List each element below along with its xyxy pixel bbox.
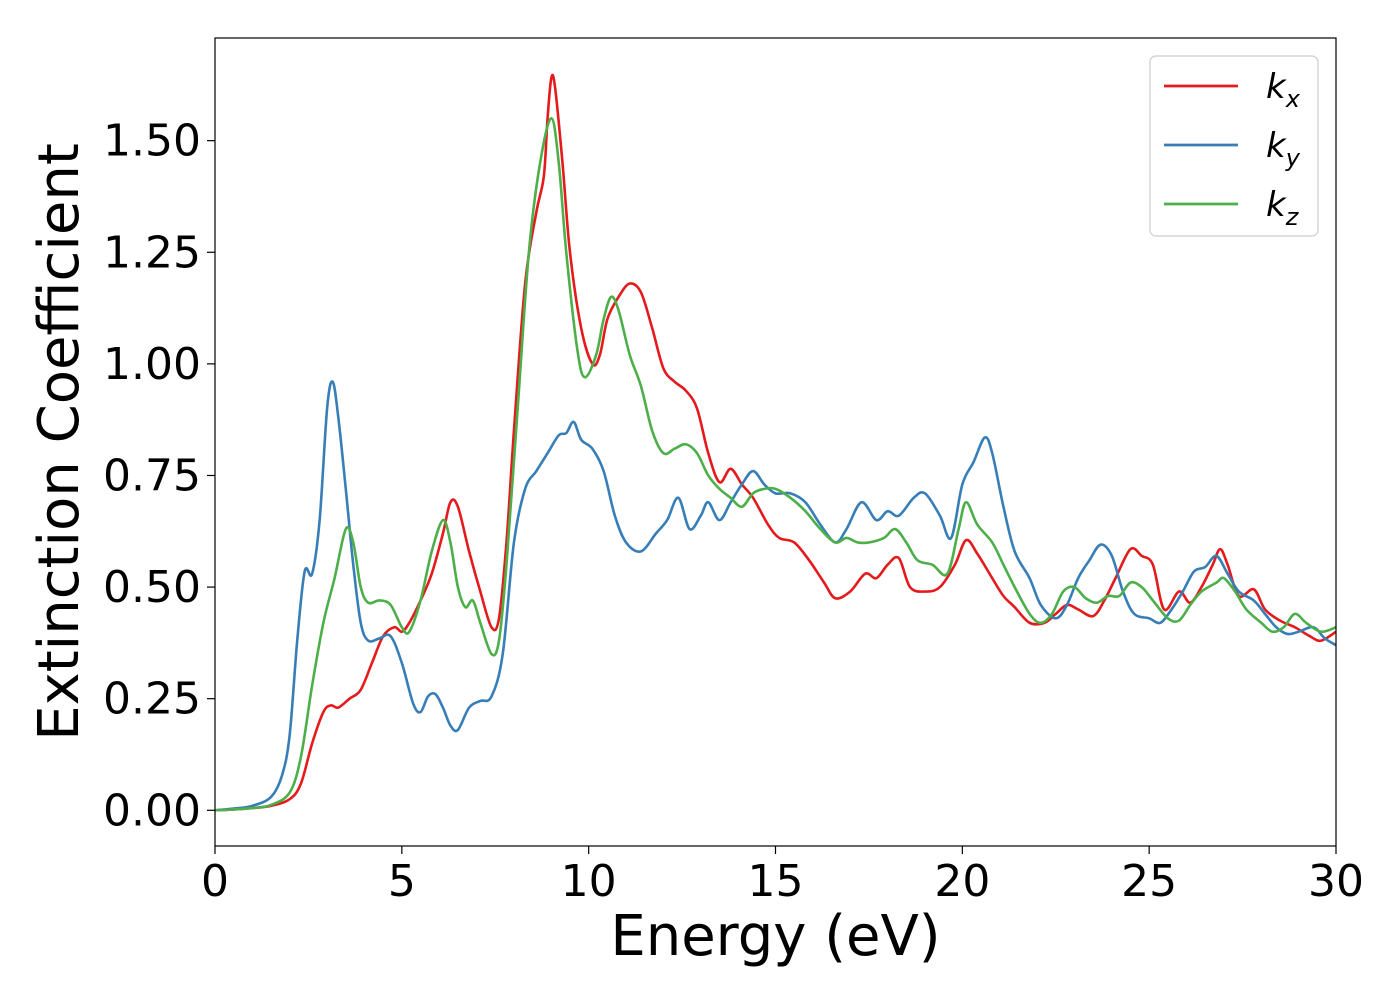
y-axis-ticks: 0.00 0.25 0.50 0.75 1.00 1.25 1.50 (103, 116, 215, 836)
x-tick-label: 0 (201, 856, 229, 907)
series-line-x (215, 73, 1336, 812)
x-tick-label: 10 (561, 856, 617, 907)
x-tick-label: 5 (388, 856, 416, 907)
y-tick-label: 0.25 (103, 674, 201, 725)
plot-lines (215, 73, 1336, 812)
series-line-y (215, 380, 1336, 812)
y-axis-label: Extinction Coefficient (27, 143, 92, 741)
x-tick-label: 20 (934, 856, 990, 907)
y-tick-label: 1.50 (103, 116, 201, 167)
x-tick-label: 25 (1121, 856, 1177, 907)
x-tick-label: 15 (748, 856, 804, 907)
y-tick-label: 0.75 (103, 450, 201, 501)
x-axis-label: Energy (eV) (610, 904, 940, 969)
y-tick-label: 1.00 (103, 339, 201, 390)
x-tick-label: 30 (1308, 856, 1364, 907)
y-tick-label: 0.00 (103, 785, 201, 836)
series-line-z (215, 117, 1336, 812)
legend-entry-z: kz (1266, 185, 1300, 231)
y-tick-label: 1.25 (103, 227, 201, 278)
y-tick-label: 0.50 (103, 562, 201, 613)
x-axis-ticks: 0 5 10 15 20 25 30 (201, 846, 1364, 907)
